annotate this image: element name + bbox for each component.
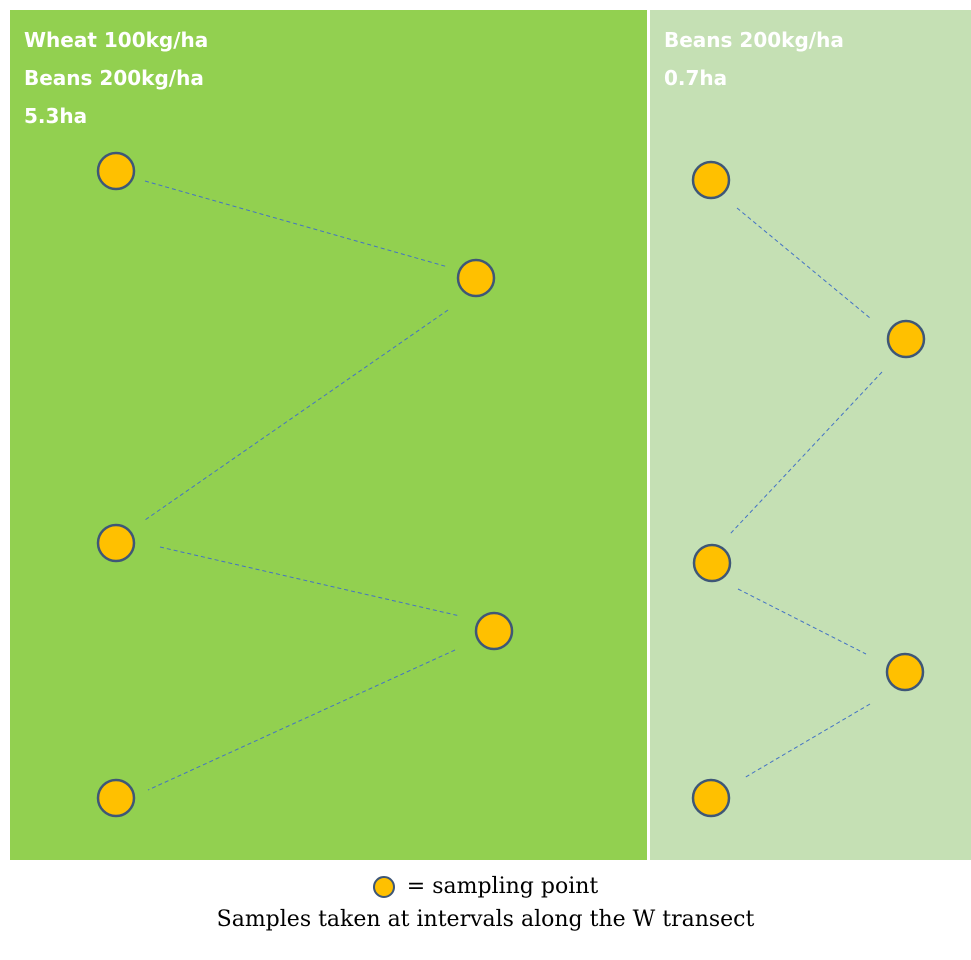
transect-segment bbox=[144, 309, 449, 521]
sampling-point bbox=[96, 778, 136, 818]
left-field-w-transect bbox=[144, 180, 461, 791]
transect-segment bbox=[743, 703, 871, 779]
transect-segment bbox=[159, 546, 461, 617]
sampling-point bbox=[885, 652, 925, 692]
sampling-point bbox=[886, 319, 926, 359]
left-field-sampling-points bbox=[96, 151, 514, 818]
transect-segment bbox=[737, 588, 867, 655]
right-field-area-label: 0.7ha bbox=[664, 66, 727, 90]
right-field-sampling-points bbox=[691, 160, 926, 818]
transect-segment bbox=[729, 371, 883, 535]
right-field bbox=[650, 10, 971, 860]
right-field-crop-label: Beans 200kg/ha bbox=[664, 28, 844, 52]
sampling-point bbox=[96, 523, 136, 563]
legend: = sampling point bbox=[0, 874, 971, 899]
legend-text: = sampling point bbox=[406, 874, 599, 899]
diagram-caption: Samples taken at intervals along the W t… bbox=[216, 907, 755, 932]
sampling-point bbox=[692, 543, 732, 583]
transect-segment bbox=[147, 649, 456, 791]
left-field-crop-label: Wheat 100kg/ha bbox=[24, 28, 208, 52]
sampling-point bbox=[96, 151, 136, 191]
transect-segment bbox=[736, 207, 871, 319]
transect-segment bbox=[144, 180, 449, 268]
sampling-point bbox=[691, 160, 731, 200]
left-field-area-label: 5.3ha bbox=[24, 104, 87, 128]
sampling-point bbox=[691, 778, 731, 818]
sampling-point bbox=[456, 258, 496, 298]
sampling-point bbox=[474, 611, 514, 651]
left-field-crop-label: Beans 200kg/ha bbox=[24, 66, 204, 90]
field-diagram: Wheat 100kg/ha Beans 200kg/ha 5.3ha Bean… bbox=[10, 10, 971, 860]
sampling-point-icon bbox=[372, 875, 395, 898]
left-field bbox=[10, 10, 647, 860]
right-field-w-transect bbox=[729, 207, 883, 779]
